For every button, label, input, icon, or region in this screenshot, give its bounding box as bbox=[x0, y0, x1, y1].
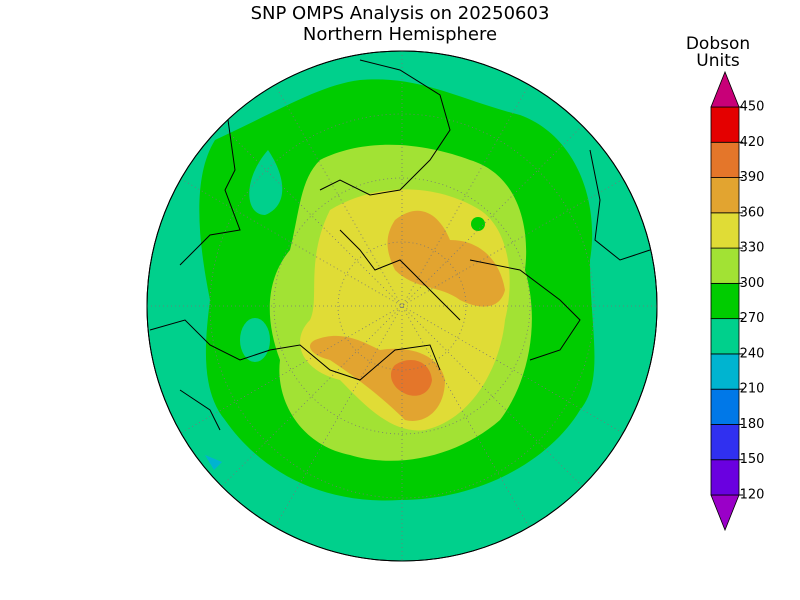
colorbar-label: Units bbox=[696, 51, 740, 71]
colorbar-segment bbox=[710, 318, 740, 355]
region-dark-orange bbox=[390, 360, 432, 396]
subtitle: Northern Hemisphere bbox=[303, 24, 497, 45]
colorbar-segment bbox=[710, 212, 740, 249]
colorbar-tick-label: 390 bbox=[740, 170, 765, 185]
colorbar-tick-label: 450 bbox=[740, 100, 765, 115]
colorbar-segment bbox=[710, 424, 740, 461]
colorbar-tick-label: 210 bbox=[740, 382, 765, 397]
region-orange bbox=[387, 210, 505, 307]
colorbar-segment bbox=[710, 388, 740, 425]
colorbar-segment bbox=[710, 247, 740, 284]
map bbox=[146, 50, 658, 562]
colorbar-tick-label: 300 bbox=[740, 276, 765, 291]
colorbar-tick-label: 120 bbox=[740, 488, 765, 503]
coastlines bbox=[149, 59, 651, 431]
colorbar-segment bbox=[710, 353, 740, 390]
graticule bbox=[147, 51, 657, 561]
colorbar-segment bbox=[710, 141, 740, 178]
colorbar-tip bbox=[710, 494, 740, 532]
colorbar-tip bbox=[710, 70, 740, 108]
title: SNP OMPS Analysis on 20250603 bbox=[251, 3, 550, 24]
colorbar-tick-label: 270 bbox=[740, 311, 765, 326]
region-low bbox=[205, 455, 222, 470]
region-orange bbox=[310, 335, 445, 421]
colorbar-tick-label: 180 bbox=[740, 417, 765, 432]
colorbar-tick-label: 330 bbox=[740, 241, 765, 256]
colorbar-segment bbox=[710, 282, 740, 320]
colorbar-label: Dobson bbox=[686, 34, 750, 54]
colorbar-tick-label: 240 bbox=[740, 346, 765, 361]
colorbar-segment bbox=[710, 177, 740, 214]
colorbar-tick-label: 420 bbox=[740, 135, 765, 150]
colorbar-segment bbox=[710, 106, 740, 143]
region-teal-spot bbox=[249, 150, 283, 215]
region-green-spot bbox=[471, 217, 485, 231]
region-teal-spot bbox=[240, 318, 270, 362]
colorbar-tick-label: 150 bbox=[740, 452, 765, 467]
colorbar-segment bbox=[710, 459, 740, 496]
colorbar-tick-label: 360 bbox=[740, 205, 765, 220]
